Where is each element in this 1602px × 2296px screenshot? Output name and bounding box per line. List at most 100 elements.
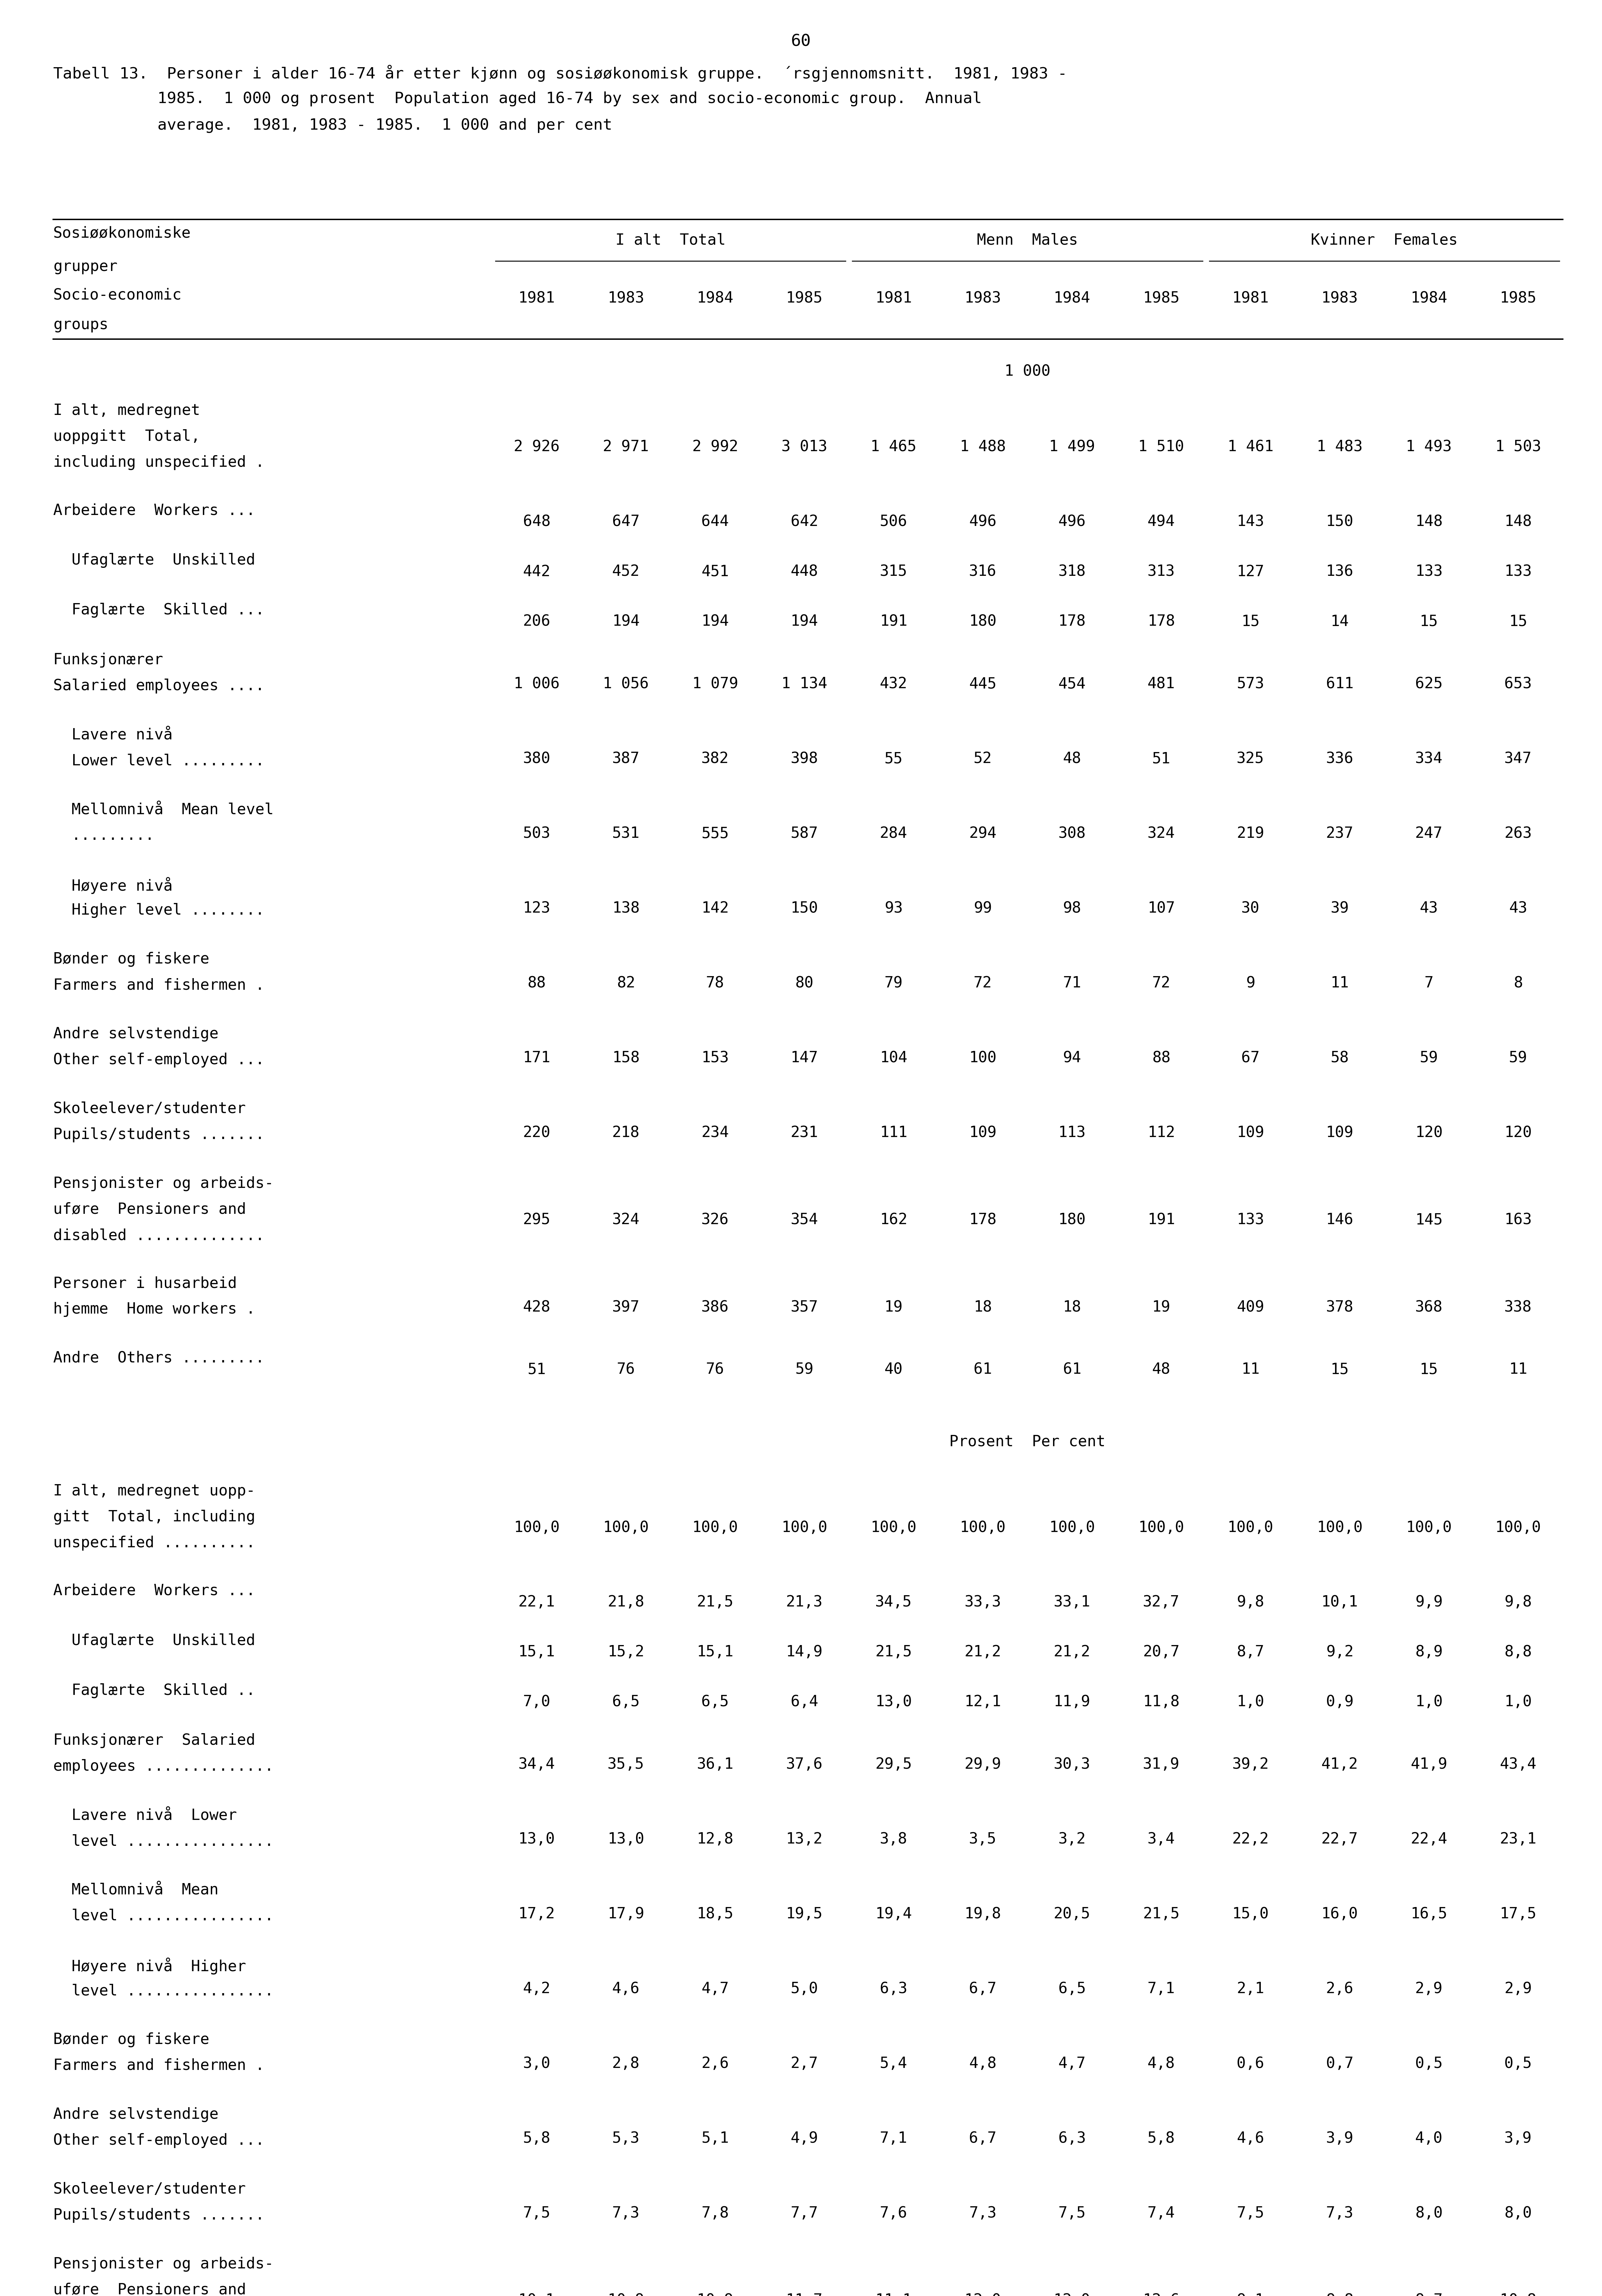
Text: 503: 503 bbox=[522, 827, 551, 840]
Text: 39,2: 39,2 bbox=[1232, 1756, 1269, 1773]
Text: Lower level .........: Lower level ......... bbox=[53, 753, 264, 769]
Text: 7,4: 7,4 bbox=[1147, 2206, 1174, 2220]
Text: Funksjonærer  Salaried: Funksjonærer Salaried bbox=[53, 1733, 255, 1747]
Text: 11: 11 bbox=[1242, 1362, 1259, 1378]
Text: Faglærte  Skilled ..: Faglærte Skilled .. bbox=[53, 1683, 255, 1699]
Text: 21,8: 21,8 bbox=[607, 1596, 644, 1609]
Text: 1981: 1981 bbox=[1232, 292, 1269, 305]
Text: 2,9: 2,9 bbox=[1415, 1981, 1443, 1998]
Text: 133: 133 bbox=[1504, 565, 1532, 579]
Text: Salaried employees ....: Salaried employees .... bbox=[53, 680, 264, 693]
Text: 13,0: 13,0 bbox=[875, 1694, 912, 1711]
Text: 1 488: 1 488 bbox=[960, 441, 1006, 455]
Text: gitt  Total, including: gitt Total, including bbox=[53, 1511, 255, 1525]
Text: Funksjonærer: Funksjonærer bbox=[53, 652, 163, 668]
Text: 11: 11 bbox=[1509, 1362, 1527, 1378]
Text: 142: 142 bbox=[702, 900, 729, 916]
Text: 648: 648 bbox=[522, 514, 551, 530]
Text: 12,1: 12,1 bbox=[964, 1694, 1001, 1711]
Text: 428: 428 bbox=[522, 1300, 551, 1316]
Text: 100,0: 100,0 bbox=[782, 1520, 827, 1536]
Text: 82: 82 bbox=[617, 976, 634, 992]
Text: 9,1: 9,1 bbox=[1237, 2294, 1264, 2296]
Text: 7,5: 7,5 bbox=[1237, 2206, 1264, 2220]
Text: 494: 494 bbox=[1147, 514, 1174, 530]
Text: 4,8: 4,8 bbox=[1147, 2057, 1174, 2071]
Text: 67: 67 bbox=[1242, 1052, 1259, 1065]
Text: 22,2: 22,2 bbox=[1232, 1832, 1269, 1846]
Text: 100: 100 bbox=[969, 1052, 996, 1065]
Text: 72: 72 bbox=[974, 976, 992, 992]
Text: 112: 112 bbox=[1147, 1125, 1174, 1141]
Text: 336: 336 bbox=[1326, 751, 1354, 767]
Text: 4,6: 4,6 bbox=[612, 1981, 639, 1998]
Text: 88: 88 bbox=[527, 976, 546, 992]
Text: Bønder og fiskere: Bønder og fiskere bbox=[53, 953, 210, 967]
Text: 1985: 1985 bbox=[787, 292, 823, 305]
Text: 21,5: 21,5 bbox=[875, 1644, 912, 1660]
Text: 12,0: 12,0 bbox=[964, 2294, 1001, 2296]
Text: 18: 18 bbox=[974, 1300, 992, 1316]
Text: 234: 234 bbox=[702, 1125, 729, 1141]
Text: 34,4: 34,4 bbox=[519, 1756, 554, 1773]
Text: 397: 397 bbox=[612, 1300, 639, 1316]
Text: 0,7: 0,7 bbox=[1326, 2057, 1354, 2071]
Text: 43: 43 bbox=[1509, 900, 1527, 916]
Text: 94: 94 bbox=[1062, 1052, 1081, 1065]
Text: 100,0: 100,0 bbox=[960, 1520, 1006, 1536]
Text: 5,3: 5,3 bbox=[612, 2131, 639, 2147]
Text: 9,8: 9,8 bbox=[1237, 1596, 1264, 1609]
Text: 445: 445 bbox=[969, 677, 996, 691]
Text: 263: 263 bbox=[1504, 827, 1532, 840]
Text: 100,0: 100,0 bbox=[1049, 1520, 1096, 1536]
Text: 387: 387 bbox=[612, 751, 639, 767]
Text: 51: 51 bbox=[527, 1362, 546, 1378]
Text: 13,0: 13,0 bbox=[519, 1832, 554, 1846]
Text: 531: 531 bbox=[612, 827, 639, 840]
Text: 120: 120 bbox=[1415, 1125, 1443, 1141]
Text: 100,0: 100,0 bbox=[870, 1520, 916, 1536]
Text: 171: 171 bbox=[522, 1052, 551, 1065]
Text: 71: 71 bbox=[1062, 976, 1081, 992]
Text: 17,5: 17,5 bbox=[1499, 1906, 1536, 1922]
Text: 7,1: 7,1 bbox=[879, 2131, 907, 2147]
Text: 2,6: 2,6 bbox=[1326, 1981, 1354, 1998]
Text: 43,4: 43,4 bbox=[1499, 1756, 1536, 1773]
Text: 1985: 1985 bbox=[1142, 292, 1179, 305]
Text: 294: 294 bbox=[969, 827, 996, 840]
Text: 481: 481 bbox=[1147, 677, 1174, 691]
Text: 1 134: 1 134 bbox=[782, 677, 827, 691]
Text: 61: 61 bbox=[974, 1362, 992, 1378]
Text: Other self-employed ...: Other self-employed ... bbox=[53, 1052, 264, 1068]
Text: 100,0: 100,0 bbox=[602, 1520, 649, 1536]
Text: 432: 432 bbox=[879, 677, 907, 691]
Text: 5,8: 5,8 bbox=[522, 2131, 551, 2147]
Text: 7,0: 7,0 bbox=[522, 1694, 551, 1711]
Text: 136: 136 bbox=[1326, 565, 1354, 579]
Text: 587: 587 bbox=[791, 827, 819, 840]
Text: 9: 9 bbox=[1246, 976, 1254, 992]
Text: 100,0: 100,0 bbox=[692, 1520, 739, 1536]
Text: 17,2: 17,2 bbox=[519, 1906, 554, 1922]
Text: Andre  Others .........: Andre Others ......... bbox=[53, 1350, 264, 1366]
Text: 1 465: 1 465 bbox=[870, 441, 916, 455]
Text: Farmers and fishermen .: Farmers and fishermen . bbox=[53, 978, 264, 992]
Text: unspecified ..........: unspecified .......... bbox=[53, 1536, 255, 1550]
Text: 21,5: 21,5 bbox=[697, 1596, 734, 1609]
Text: 1985.  1 000 og prosent  Population aged 16-74 by sex and socio-economic group. : 1985. 1 000 og prosent Population aged 1… bbox=[53, 92, 982, 106]
Text: 39: 39 bbox=[1331, 900, 1349, 916]
Text: 219: 219 bbox=[1237, 827, 1264, 840]
Text: Lavere nivå: Lavere nivå bbox=[53, 728, 173, 742]
Text: 206: 206 bbox=[522, 615, 551, 629]
Text: 37,6: 37,6 bbox=[787, 1756, 823, 1773]
Text: 15,1: 15,1 bbox=[697, 1644, 734, 1660]
Text: Pensjonister og arbeids-: Pensjonister og arbeids- bbox=[53, 2257, 274, 2271]
Text: 324: 324 bbox=[612, 1212, 639, 1228]
Text: .........: ......... bbox=[53, 829, 154, 843]
Text: 573: 573 bbox=[1237, 677, 1264, 691]
Text: 10,8: 10,8 bbox=[1499, 2294, 1536, 2296]
Text: 8,0: 8,0 bbox=[1504, 2206, 1532, 2220]
Text: 0,6: 0,6 bbox=[1237, 2057, 1264, 2071]
Text: 644: 644 bbox=[702, 514, 729, 530]
Text: 442: 442 bbox=[522, 565, 551, 579]
